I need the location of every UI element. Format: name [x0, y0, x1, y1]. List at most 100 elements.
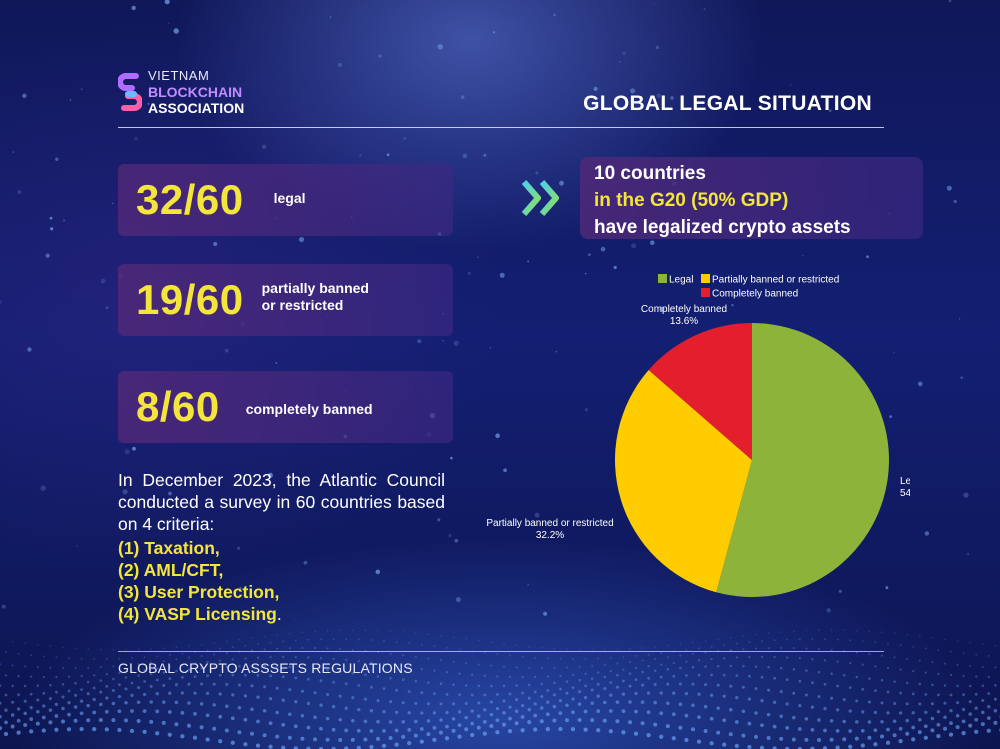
pie-slice-2 — [648, 323, 752, 460]
background-dot — [462, 153, 468, 159]
background-wave-dot — [697, 692, 701, 696]
background-wave-dot — [565, 718, 569, 723]
background-wave-dot — [93, 674, 96, 677]
background-wave-dot — [313, 737, 317, 742]
background-dot — [477, 256, 479, 258]
background-wave-dot — [660, 652, 663, 655]
background-wave-dot — [943, 726, 947, 731]
background-wave-dot — [520, 703, 525, 708]
background-dot — [105, 306, 109, 310]
background-wave-dot — [842, 719, 846, 724]
divider-bottom — [118, 651, 884, 652]
background-wave-dot — [256, 695, 260, 699]
background-wave-dot — [590, 701, 594, 705]
background-wave-dot — [80, 674, 83, 678]
background-wave-dot — [646, 732, 651, 738]
stat-label-line2: or restricted — [261, 297, 344, 313]
background-wave-dot — [646, 710, 651, 715]
background-wave-dot — [987, 654, 990, 657]
background-dot — [483, 153, 487, 157]
background-wave-dot — [692, 641, 694, 644]
background-wave-dot — [73, 705, 78, 709]
background-wave-dot — [389, 700, 393, 704]
background-dot — [417, 339, 422, 344]
background-wave-dot — [35, 721, 40, 726]
background-wave-dot — [124, 700, 128, 705]
background-wave-dot — [886, 711, 890, 715]
background-wave-dot — [275, 734, 280, 739]
background-wave-dot — [218, 714, 223, 719]
background-wave-dot — [401, 678, 405, 681]
background-wave-dot — [24, 642, 27, 645]
background-wave-dot — [710, 673, 713, 677]
background-wave-dot — [388, 736, 393, 740]
background-wave-dot — [742, 635, 745, 637]
background-wave-dot — [294, 676, 298, 680]
background-wave-dot — [307, 638, 310, 641]
background-wave-dot — [855, 720, 859, 724]
background-dot — [622, 52, 626, 55]
background-wave-dot — [11, 664, 14, 667]
background-dot — [455, 597, 461, 603]
background-wave-dot — [622, 679, 625, 683]
background-wave-dot — [905, 681, 909, 685]
background-dot — [1, 604, 6, 609]
background-wave-dot — [288, 688, 292, 692]
background-wave-dot — [502, 684, 506, 688]
slice-name-label: Legal — [900, 476, 910, 487]
background-wave-dot — [698, 647, 700, 650]
background-wave-dot — [659, 734, 664, 739]
background-wave-dot — [370, 685, 373, 689]
background-wave-dot — [830, 696, 834, 700]
background-wave-dot — [628, 720, 632, 725]
background-wave-dot — [17, 693, 20, 697]
background-wave-dot — [394, 728, 399, 733]
background-wave-dot — [691, 727, 695, 732]
background-wave-dot — [962, 674, 965, 678]
background-wave-dot — [628, 672, 632, 675]
background-wave-dot — [3, 731, 9, 737]
stat-label: partially banned or restricted — [262, 280, 369, 314]
background-wave-dot — [994, 666, 997, 669]
background-wave-dot — [301, 646, 304, 650]
criterion-item: (1) Taxation, — [118, 538, 220, 558]
background-wave-dot — [906, 633, 908, 636]
background-wave-dot — [55, 656, 58, 659]
background-wave-dot — [956, 701, 960, 705]
background-wave-dot — [117, 709, 122, 714]
background-wave-dot — [503, 642, 505, 645]
background-wave-dot — [17, 652, 20, 655]
background-wave-dot — [395, 640, 398, 643]
stat-card-banned: 8/60 completely banned — [118, 371, 453, 443]
background-wave-dot — [982, 643, 984, 645]
background-wave-dot — [767, 688, 771, 692]
background-wave-dot — [451, 717, 456, 721]
background-dot — [173, 28, 179, 34]
background-wave-dot — [288, 647, 291, 650]
background-wave-dot — [974, 717, 979, 722]
background-wave-dot — [175, 646, 178, 648]
background-wave-dot — [685, 674, 688, 677]
background-wave-dot — [748, 655, 751, 659]
background-wave-dot — [835, 729, 840, 733]
background-wave-dot — [842, 698, 846, 702]
background-wave-dot — [804, 717, 809, 721]
background-wave-dot — [880, 654, 884, 657]
background-wave-dot — [256, 719, 260, 724]
background-wave-dot — [943, 662, 947, 665]
background-wave-dot — [944, 638, 946, 641]
background-wave-dot — [734, 743, 739, 749]
background-wave-dot — [653, 669, 657, 672]
background-wave-dot — [986, 728, 991, 733]
background-wave-dot — [571, 710, 575, 715]
background-wave-dot — [691, 703, 695, 708]
background-wave-dot — [470, 693, 474, 697]
background-wave-dot — [817, 670, 821, 674]
background-wave-dot — [723, 657, 726, 660]
background-wave-dot — [319, 703, 323, 707]
background-wave-dot — [571, 686, 575, 689]
background-wave-dot — [451, 728, 456, 733]
background-wave-dot — [754, 647, 758, 650]
background-wave-dot — [577, 718, 582, 722]
background-wave-dot — [313, 715, 317, 719]
